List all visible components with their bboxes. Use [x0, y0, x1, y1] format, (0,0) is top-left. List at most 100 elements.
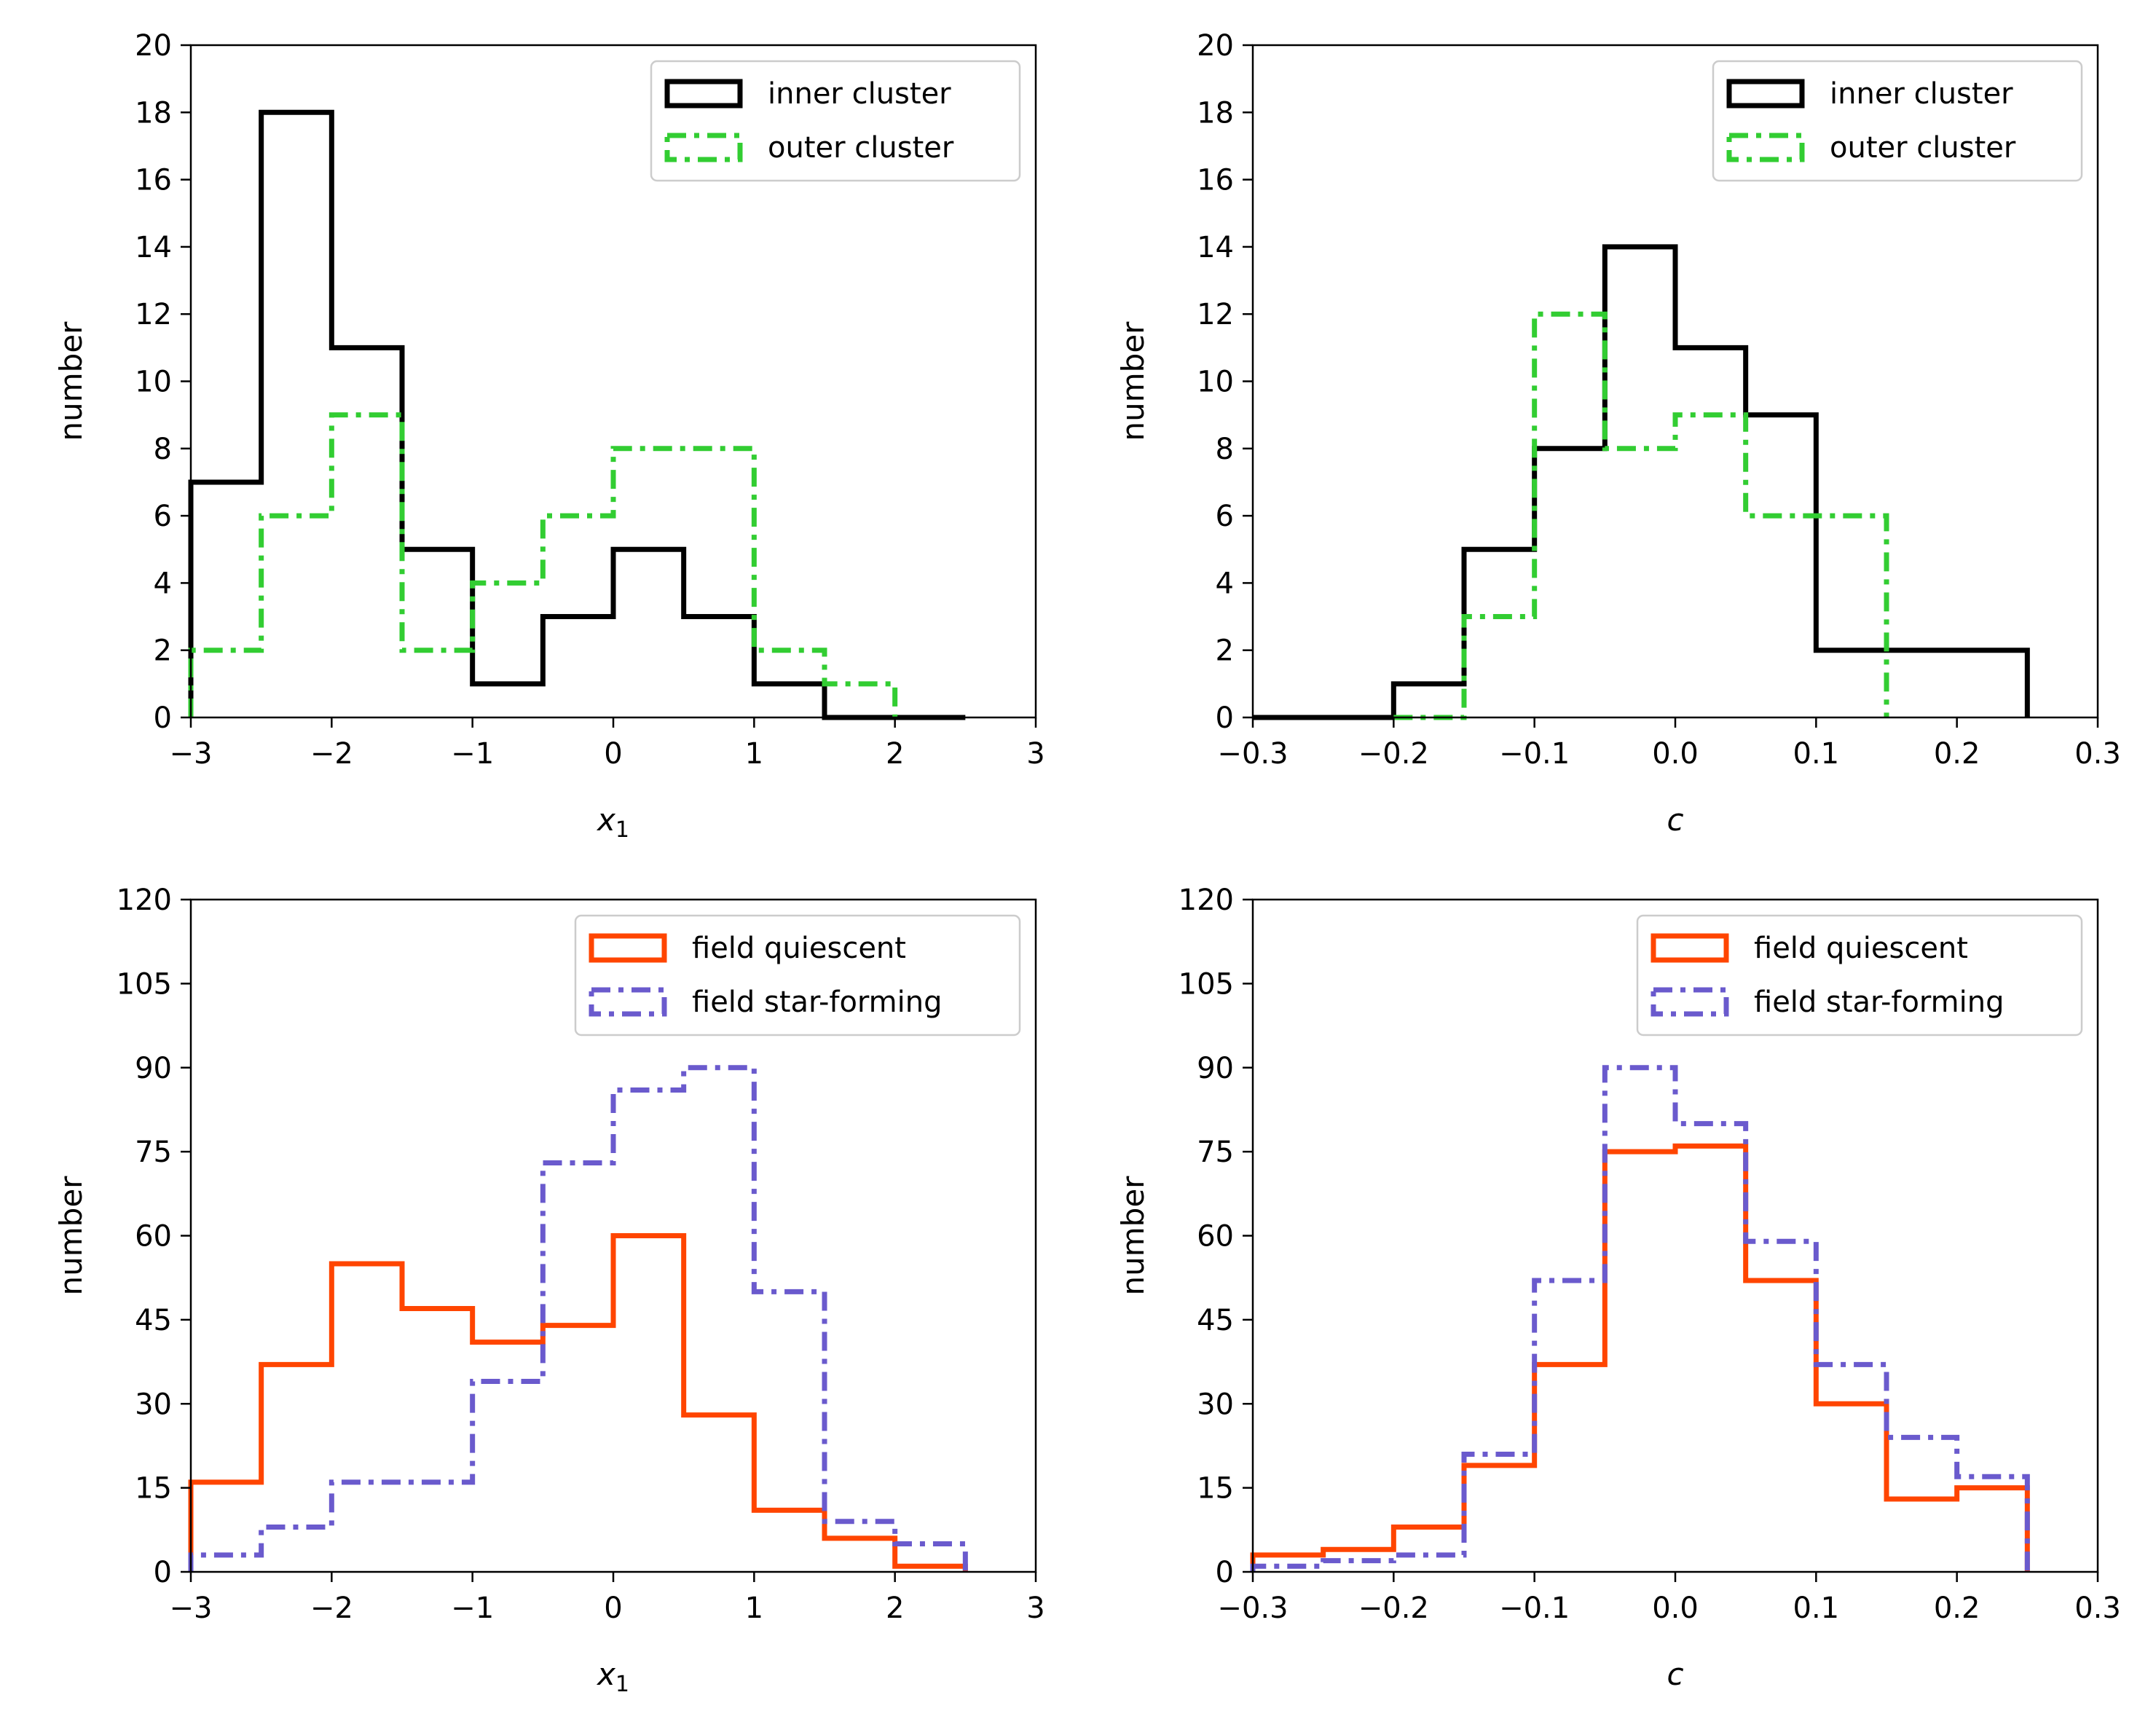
y-tick-label: 15: [135, 1472, 172, 1506]
y-tick-label: 8: [154, 433, 172, 466]
legend: field quiescent field star-forming: [574, 914, 1021, 1036]
y-tick-label: 14: [135, 231, 172, 264]
legend: inner cluster outer cluster: [1712, 60, 2083, 182]
x-tick-label: −0.1: [1499, 1592, 1570, 1625]
x-tick-label: 0.1: [1793, 737, 1840, 771]
x-tick-label: 0.0: [1652, 1592, 1699, 1625]
x-tick-label: 2: [886, 1592, 904, 1625]
series-solid-x1-field: [188, 1233, 968, 1572]
legend: field quiescent field star-forming: [1636, 914, 2083, 1036]
legend-label: inner cluster: [1830, 77, 2013, 111]
legend-swatch-solid: [589, 933, 667, 963]
y-tick-label: 2: [154, 634, 172, 668]
y-tick-label: 4: [1216, 567, 1234, 600]
y-tick-label: 15: [1197, 1472, 1234, 1506]
x-tick-label: 0.3: [2074, 737, 2121, 771]
x-tick-label: 0.1: [1793, 1592, 1840, 1625]
y-tick-label: 4: [154, 567, 172, 600]
y-tick-label: 90: [135, 1052, 172, 1085]
y-tick-label: 0: [154, 1556, 172, 1589]
y-tick-label: 12: [135, 298, 172, 331]
x-tick-label: 0.2: [1934, 1592, 1980, 1625]
x-tick-label: −2: [310, 737, 353, 771]
chart-panel-x1-cluster: −3 −2 −1 0 1 2 302468101214161820x1numberinner…: [53, 29, 1045, 843]
y-tick-label: 10: [1197, 366, 1234, 399]
x-tick-label: 3: [1026, 1592, 1044, 1625]
y-axis-label: number: [1115, 321, 1151, 441]
y-tick-label: 0: [154, 701, 172, 735]
y-tick-label: 16: [135, 164, 172, 197]
y-tick-label: 8: [1216, 433, 1234, 466]
x-tick-label: 0.0: [1652, 737, 1699, 771]
y-tick-label: 16: [1197, 164, 1234, 197]
y-tick-label: 75: [135, 1136, 172, 1169]
legend-label: field star-forming: [1754, 986, 2004, 1019]
legend-swatch-solid: [1651, 933, 1729, 963]
x-tick-label: 0.2: [1934, 737, 1980, 771]
x-tick-label: −1: [451, 737, 494, 771]
legend-box: [650, 60, 1021, 182]
x-tick-label: 3: [1026, 737, 1044, 771]
x-axis-label: c: [1667, 1656, 1683, 1692]
legend-label: outer cluster: [1830, 131, 2016, 165]
x-tick-label: 0: [604, 1592, 622, 1625]
series-solid-c-cluster: [1253, 244, 2030, 720]
x-tick-label: −3: [170, 1592, 213, 1625]
legend-label: field quiescent: [692, 932, 906, 965]
legend-swatch-dashdot: [664, 133, 743, 162]
x-tick-label: −0.1: [1499, 737, 1570, 771]
legend-box: [1712, 60, 2083, 182]
y-tick-label: 30: [1197, 1388, 1234, 1421]
x-tick-label: −1: [451, 1592, 494, 1625]
y-tick-label: 18: [135, 96, 172, 130]
x-tick-label: 2: [886, 737, 904, 771]
y-tick-label: 105: [117, 967, 172, 1001]
legend-label: outer cluster: [768, 131, 954, 165]
y-tick-label: 120: [117, 884, 172, 917]
x-tick-label: −0.2: [1358, 1592, 1429, 1625]
legend-box: [1636, 914, 2083, 1036]
y-tick-label: 20: [135, 29, 172, 63]
legend-label: field quiescent: [1754, 932, 1968, 965]
y-tick-label: 12: [1197, 298, 1234, 331]
x-tick-label: 0: [604, 737, 622, 771]
y-axis-label: number: [53, 321, 89, 441]
x-axis-label: c: [1667, 802, 1683, 838]
y-tick-label: 6: [1216, 500, 1234, 533]
x-axis-label: x1: [596, 1656, 629, 1697]
x-tick-label: 1: [745, 1592, 763, 1625]
y-axis-label: number: [1115, 1176, 1151, 1296]
legend: inner cluster outer cluster: [650, 60, 1021, 182]
x-tick-label: 0.3: [2074, 1592, 2121, 1625]
chart-panel-x1-field: −3 −2 −1 0 1 2 30153045607590105120x1numberfie…: [53, 884, 1045, 1697]
y-tick-label: 0: [1216, 1556, 1234, 1589]
y-tick-label: 45: [1197, 1304, 1234, 1337]
series-dashdot-x1-cluster: [188, 412, 898, 717]
y-tick-label: 90: [1197, 1052, 1234, 1085]
y-tick-label: 10: [135, 366, 172, 399]
y-tick-label: 60: [1197, 1220, 1234, 1254]
series-solid-c-field: [1250, 1143, 2030, 1572]
legend-swatch-dashdot: [589, 987, 667, 1017]
y-axis-label: number: [53, 1176, 89, 1296]
series-solid-x1-cluster: [188, 109, 966, 720]
x-axis-label: x1: [596, 802, 629, 843]
legend-swatch-solid: [664, 79, 743, 109]
x-tick-label: −3: [170, 737, 213, 771]
x-tick-label: −0.3: [1217, 1592, 1288, 1625]
legend-swatch-dashdot: [1726, 133, 1805, 162]
x-tick-label: −0.3: [1217, 737, 1288, 771]
y-tick-label: 14: [1197, 231, 1234, 264]
series-dashdot-x1-field: [188, 1065, 968, 1572]
y-tick-label: 18: [1197, 96, 1234, 130]
series-dashdot-c-cluster: [1393, 311, 1889, 720]
y-tick-label: 2: [1216, 634, 1234, 668]
y-tick-label: 75: [1197, 1136, 1234, 1169]
y-tick-label: 0: [1216, 701, 1234, 735]
legend-label: inner cluster: [768, 77, 951, 111]
legend-label: field star-forming: [692, 986, 943, 1019]
y-tick-label: 6: [154, 500, 172, 533]
y-tick-label: 105: [1179, 967, 1234, 1001]
y-tick-label: 30: [135, 1388, 172, 1421]
